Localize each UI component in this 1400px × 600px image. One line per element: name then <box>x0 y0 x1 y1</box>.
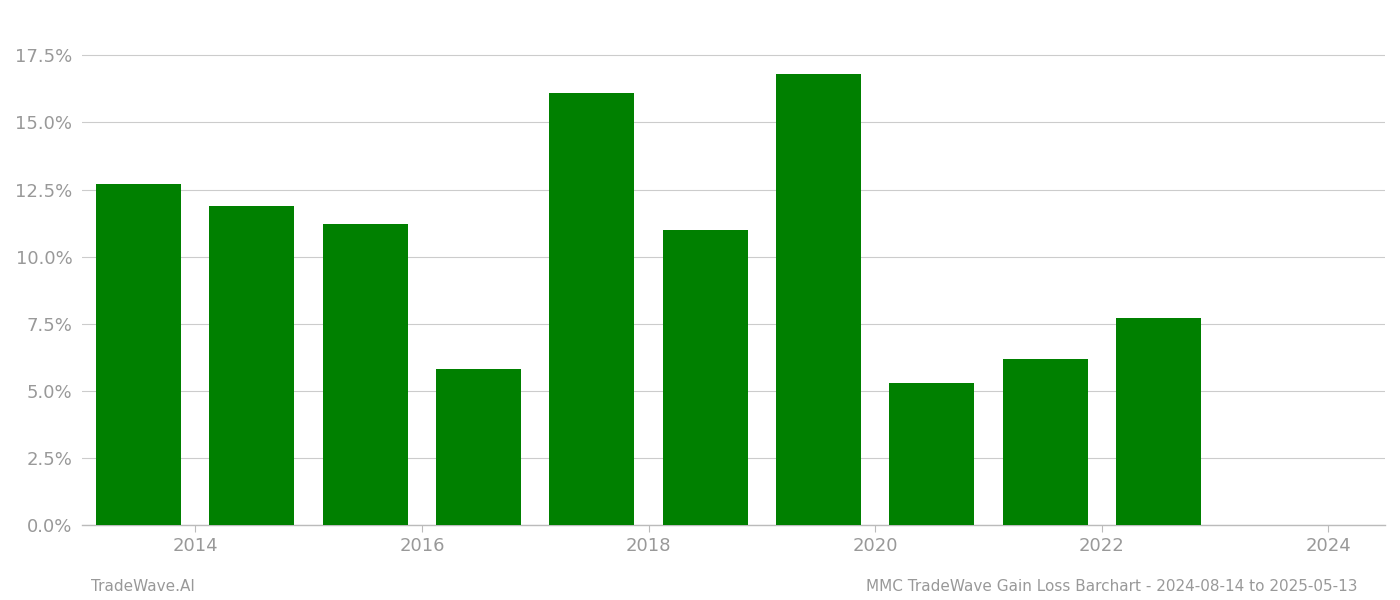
Bar <box>97 184 181 525</box>
Bar <box>776 74 861 525</box>
Text: MMC TradeWave Gain Loss Barchart - 2024-08-14 to 2025-05-13: MMC TradeWave Gain Loss Barchart - 2024-… <box>867 579 1358 594</box>
Bar <box>662 230 748 525</box>
Text: TradeWave.AI: TradeWave.AI <box>91 579 195 594</box>
Bar <box>1116 319 1201 525</box>
Bar <box>549 93 634 525</box>
Bar <box>1002 359 1088 525</box>
Bar <box>323 224 407 525</box>
Bar <box>889 383 974 525</box>
Bar <box>210 206 294 525</box>
Bar <box>435 370 521 525</box>
